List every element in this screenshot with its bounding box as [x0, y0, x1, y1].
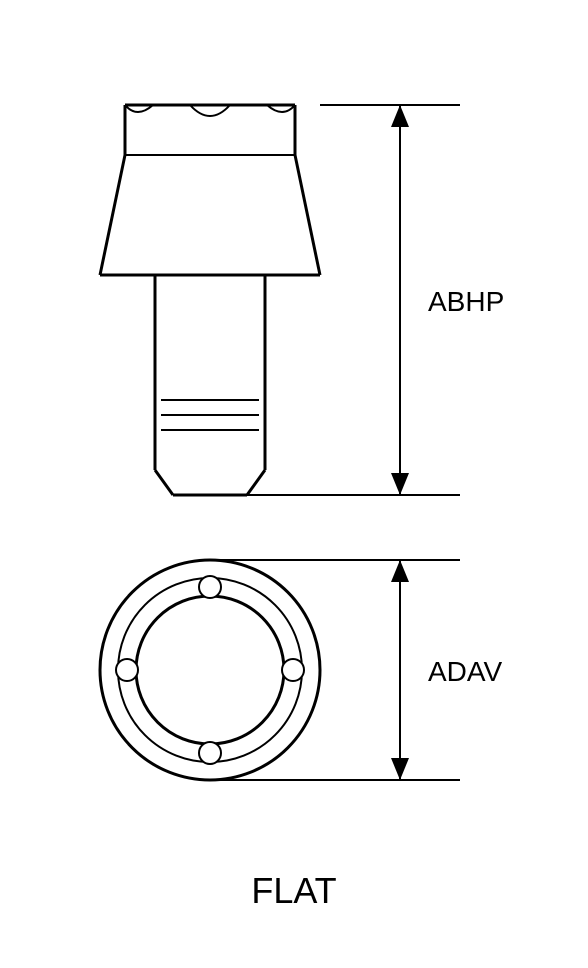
top-view: [100, 560, 320, 780]
diagram-page: ABHP ADAV FLAT: [0, 0, 588, 968]
dimension-label-adav: ADAV: [428, 656, 502, 688]
side-view: [100, 105, 320, 495]
dimension-label-abhp: ABHP: [428, 286, 504, 318]
diagram-svg: [0, 0, 588, 968]
caption-flat: FLAT: [0, 870, 588, 912]
dimension-lines: [210, 105, 460, 780]
